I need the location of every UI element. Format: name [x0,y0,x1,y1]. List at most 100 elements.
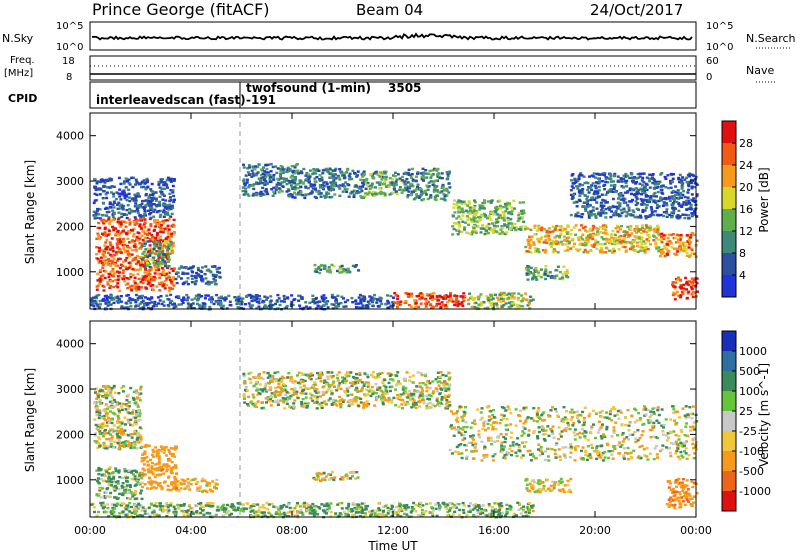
heatmap-cell [164,253,168,256]
heatmap-cell [313,188,317,191]
heatmap-cell [529,228,533,231]
heatmap-cell [695,194,699,198]
heatmap-cell [503,224,507,227]
heatmap-cell [140,242,144,246]
heatmap-cell [125,233,129,236]
heatmap-cell [104,234,107,237]
heatmap-cell [170,483,174,486]
heatmap-cell [317,192,321,195]
heatmap-cell [687,207,691,210]
heatmap-cell [165,278,169,281]
heatmap-cell [153,302,157,306]
nsearch-tick-bottom: 10^0 [706,42,733,53]
heatmap-cell [234,299,238,302]
heatmap-cell [158,242,162,245]
heatmap-cell [359,194,363,198]
heatmap-cell [105,396,109,400]
heatmap-cell [96,279,100,282]
heatmap-cell [502,293,506,297]
heatmap-cell [685,296,689,300]
heatmap-cell [122,441,126,444]
heatmap-cell [129,423,133,427]
heatmap-cell [115,403,119,406]
heatmap-cell [167,217,171,220]
heatmap-cell [103,495,107,498]
heatmap-cell [543,270,547,274]
heatmap-cell [154,197,158,200]
heatmap-cell [96,272,100,276]
heatmap-cell [340,264,344,268]
heatmap-cell [448,186,452,189]
heatmap-cell [597,233,601,236]
heatmap-cell [140,234,144,237]
heatmap-cell [524,268,528,271]
heatmap-cell [644,206,648,210]
heatmap-cell [533,233,537,236]
heatmap-cell [148,269,152,272]
heatmap-cell [468,292,472,295]
heatmap-cell [99,188,103,191]
heatmap-cell [534,250,537,253]
heatmap-cell [104,299,108,302]
heatmap-cell [505,231,509,234]
heatmap-cell [573,178,577,181]
heatmap-cell [301,193,305,197]
heatmap-cell [166,304,170,307]
heatmap-cell [128,266,132,269]
heatmap-cell [172,200,176,204]
heatmap-cell [339,301,343,305]
heatmap-cell [276,181,280,185]
heatmap-cell [565,249,569,252]
heatmap-cell [550,244,554,247]
heatmap-cell [655,247,659,250]
heatmap-cell [96,305,100,308]
heatmap-cell [112,195,116,198]
heatmap-cell [329,172,333,175]
heatmap-cell [610,236,614,239]
heatmap-cell [120,422,124,425]
heatmap-cell [114,279,117,282]
heatmap-cell [142,265,146,268]
heatmap-cell [127,491,131,495]
heatmap-cell [326,306,330,309]
heatmap-cell [415,188,418,191]
heatmap-cell [604,177,608,181]
heatmap-cell [498,204,502,208]
heatmap-cell [129,418,133,421]
heatmap-cell [129,442,133,445]
heatmap-cell [105,297,109,300]
heatmap-cell [536,271,540,274]
heatmap-cell [456,201,460,204]
heatmap-cell [431,169,435,172]
heatmap-cell [510,224,514,228]
heatmap-cell [425,176,429,179]
heatmap-cell [601,211,605,215]
heatmap-cell [94,434,97,437]
heatmap-cell [144,275,148,278]
heatmap-cell [130,176,134,179]
heatmap-cell [342,267,346,271]
heatmap-cell [131,185,135,189]
heatmap-cell [428,169,432,173]
heatmap-cell [689,234,693,237]
heatmap-cell [543,235,547,238]
heatmap-cell [518,201,522,204]
heatmap-cell [533,224,537,227]
heatmap-cell [621,194,625,197]
heatmap-cell [531,298,535,301]
heatmap-cell [114,481,118,484]
heatmap-cell [517,212,521,215]
heatmap-cell [136,431,140,435]
heatmap-cell [693,185,697,189]
heatmap-cell [143,218,147,221]
heatmap-cell [614,236,618,240]
heatmap-cell [598,173,602,176]
heatmap-cell [607,189,611,192]
heatmap-cell [140,245,143,248]
heatmap-cell [147,469,151,472]
heatmap-cell [595,172,599,176]
heatmap-cell [304,301,308,304]
heatmap-cell [104,241,108,244]
heatmap-cell [384,178,388,181]
heatmap-cell [161,219,165,223]
